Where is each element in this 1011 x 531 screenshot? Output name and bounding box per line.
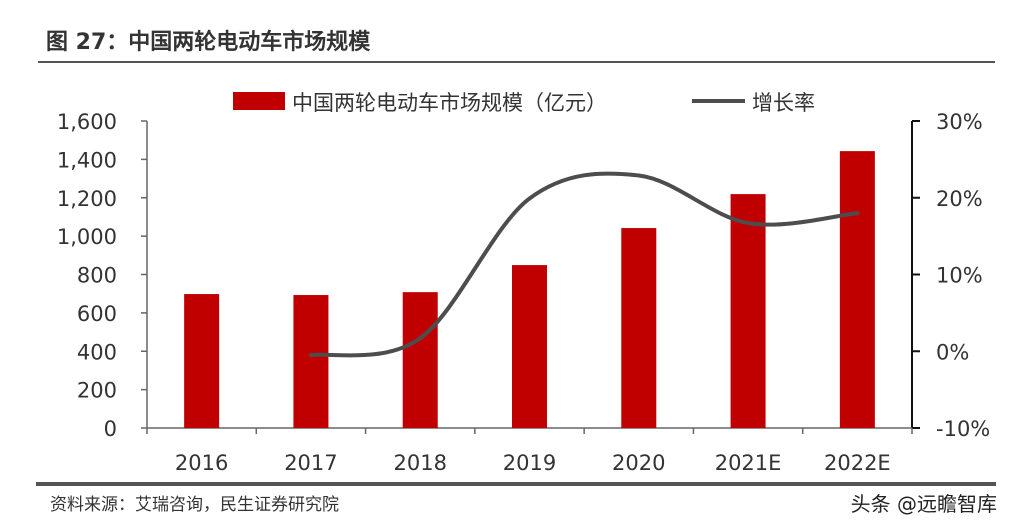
left-tick-label: 200 bbox=[77, 379, 117, 403]
growth-rate-line bbox=[308, 171, 860, 358]
right-tick-label: 10% bbox=[936, 264, 983, 288]
bar-2018 bbox=[402, 292, 438, 428]
bar-2019 bbox=[512, 265, 547, 428]
title-divider bbox=[38, 61, 995, 63]
bar-2020 bbox=[621, 228, 657, 428]
left-tick-label: 1,600 bbox=[57, 110, 117, 134]
legend-bar-label: 中国两轮电动车市场规模（亿元） bbox=[292, 91, 607, 115]
watermark: 头条 @远瞻智库 bbox=[850, 492, 997, 516]
x-tick-label: 2018 bbox=[393, 451, 446, 475]
left-tick-label: 600 bbox=[77, 302, 117, 326]
source-note: 资料来源：艾瑞咨询，民生证券研究院 bbox=[50, 495, 339, 515]
bar-2016 bbox=[184, 294, 220, 428]
left-tick-label: 800 bbox=[77, 264, 117, 288]
bar-2022E bbox=[839, 151, 875, 428]
legend-line-label: 增长率 bbox=[752, 91, 815, 115]
right-tick-label: 0% bbox=[936, 340, 969, 364]
chart: 中国两轮电动车市场规模（亿元） 增长率 0 200 400 600 800 1,000 1,… bbox=[57, 91, 990, 475]
x-tick-label: 2017 bbox=[284, 451, 337, 475]
bar-2021E bbox=[730, 194, 766, 428]
legend: 中国两轮电动车市场规模（亿元） 增长率 bbox=[233, 91, 815, 115]
left-tick-label: 1,400 bbox=[57, 148, 117, 172]
legend-bar-swatch bbox=[233, 92, 285, 110]
left-tick-label: 1,200 bbox=[57, 187, 117, 211]
chart-title: 图 27：中国两轮电动车市场规模 bbox=[46, 30, 371, 55]
left-tick-label: 1,000 bbox=[57, 225, 117, 249]
bottom-divider bbox=[36, 482, 996, 486]
right-tick-label: 20% bbox=[936, 187, 983, 211]
x-tick-label: 2020 bbox=[612, 451, 665, 475]
x-tick-label: 2016 bbox=[175, 451, 228, 475]
right-tick-label: 30% bbox=[936, 110, 983, 134]
x-tick-label: 2021E bbox=[715, 451, 782, 475]
x-tick-label: 2019 bbox=[503, 451, 556, 475]
bar-2017 bbox=[293, 295, 329, 428]
left-tick-label: 0 bbox=[104, 417, 117, 441]
x-tick-label: 2022E bbox=[824, 451, 891, 475]
left-tick-label: 400 bbox=[77, 340, 117, 364]
right-tick-label: -10% bbox=[936, 417, 990, 441]
